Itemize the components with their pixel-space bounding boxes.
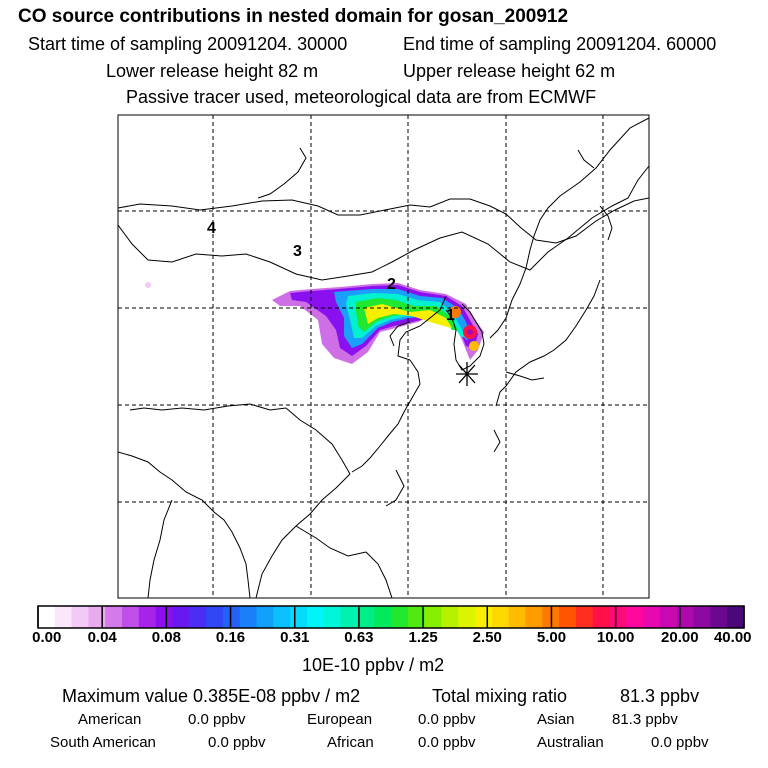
colorbar-tick-label: 0.04 <box>87 629 117 646</box>
colorbar-cell <box>458 606 476 628</box>
colorbar-cell <box>441 606 459 628</box>
colorbar-cell <box>105 606 123 628</box>
colorbar-cell <box>340 606 358 628</box>
colorbar-cell <box>508 606 526 628</box>
colorbar-tick-label: 0.00 <box>32 629 62 646</box>
colorbar-cell <box>710 606 728 628</box>
region-label-1: 1 <box>446 307 455 324</box>
colorbar-tick-label: 0.63 <box>344 629 374 646</box>
colorbar-unit: 10E-10 ppbv / m2 <box>302 655 445 675</box>
region-label-3: 3 <box>293 243 302 260</box>
american-value: 0.0 ppbv <box>188 711 246 728</box>
colorbar-ticks <box>37 606 745 628</box>
total-mixing-label: Total mixing ratio <box>432 686 568 706</box>
colorbar-cell <box>491 606 510 628</box>
colorbar-cell <box>727 606 745 628</box>
south-american-label: South American <box>50 734 156 751</box>
colorbar-cell <box>239 606 258 628</box>
region-label-2: 2 <box>387 276 396 293</box>
colorbar-cell <box>172 606 190 628</box>
colorbar-cell <box>659 606 678 628</box>
map-frame <box>117 114 650 599</box>
region-label-4: 4 <box>207 220 216 237</box>
colorbar-tick-label: 40.00 <box>713 629 752 646</box>
european-value: 0.0 ppbv <box>418 711 476 728</box>
colorbar-cell <box>643 606 661 628</box>
colorbar-cell <box>38 606 56 628</box>
page-title: CO source contributions in nested domain… <box>18 6 569 27</box>
colorbar-cell <box>559 606 577 628</box>
colorbar-cell <box>357 606 375 628</box>
lat-lon-grid <box>118 115 649 598</box>
colorbar-cell <box>138 606 157 628</box>
asterisk-icon <box>456 362 478 386</box>
colorbar-cell <box>676 606 695 628</box>
colorbar-tick-label: 0.16 <box>215 629 246 646</box>
colorbar-cell <box>525 606 543 628</box>
colorbar-cell <box>155 606 173 628</box>
max-value-label: Maximum value 0.385E-08 ppbv / m2 <box>62 686 361 706</box>
colorbar-cell <box>323 606 342 628</box>
colorbar-cell <box>609 606 627 628</box>
south-american-value: 0.0 ppbv <box>208 734 266 751</box>
colorbar-cell <box>391 606 409 628</box>
colorbar-cell <box>290 606 308 628</box>
colorbar-cell <box>122 606 140 628</box>
lower-release-label: Lower release height 82 m <box>106 61 319 81</box>
total-mixing-value: 81.3 ppbv <box>620 686 700 706</box>
african-value: 0.0 ppbv <box>418 734 476 751</box>
colorbar-tick-label: 10.00 <box>596 629 635 646</box>
australian-label: Australian <box>537 734 604 751</box>
colorbar <box>37 605 745 629</box>
european-label: European <box>307 711 373 728</box>
start-time-label: Start time of sampling 20091204. 30000 <box>28 34 348 54</box>
colorbar-cells <box>38 606 745 628</box>
african-label: African <box>327 734 374 751</box>
tracer-label: Passive tracer used, meteorological data… <box>126 87 597 107</box>
colorbar-cell <box>424 606 442 628</box>
colorbar-cell <box>71 606 89 628</box>
american-label: American <box>78 711 142 728</box>
colorbar-tick-label: 2.50 <box>472 629 502 646</box>
colorbar-tick-label: 20.00 <box>661 629 699 646</box>
coastlines <box>118 117 649 598</box>
colorbar-cell <box>189 606 207 628</box>
map-content <box>118 115 649 598</box>
colorbar-tick-label: 0.08 <box>151 629 181 646</box>
asian-value: 81.3 ppbv <box>612 711 678 728</box>
colorbar-cell <box>206 606 224 628</box>
colorbar-cell <box>306 606 325 628</box>
colorbar-tick-label: 1.25 <box>408 629 438 646</box>
colorbar-cell <box>54 606 73 628</box>
upper-release-label: Upper release height 62 m <box>403 61 616 81</box>
colorbar-tick-label: 5.00 <box>536 629 567 646</box>
colorbar-cell <box>222 606 241 628</box>
colorbar-tick-label: 0.31 <box>280 629 310 646</box>
australian-value: 0.0 ppbv <box>651 734 709 751</box>
colorbar-cell <box>475 606 493 628</box>
colorbar-cell <box>575 606 594 628</box>
colorbar-cell <box>592 606 611 628</box>
plume-field <box>145 282 484 364</box>
end-time-label: End time of sampling 20091204. 60000 <box>403 34 717 54</box>
colorbar-cell <box>374 606 392 628</box>
colorbar-cell <box>88 606 106 628</box>
colorbar-cell <box>407 606 426 628</box>
colorbar-cell <box>626 606 644 628</box>
asian-label: Asian <box>537 711 575 728</box>
colorbar-cell <box>693 606 711 628</box>
colorbar-cell <box>273 606 291 628</box>
colorbar-cell <box>256 606 274 628</box>
